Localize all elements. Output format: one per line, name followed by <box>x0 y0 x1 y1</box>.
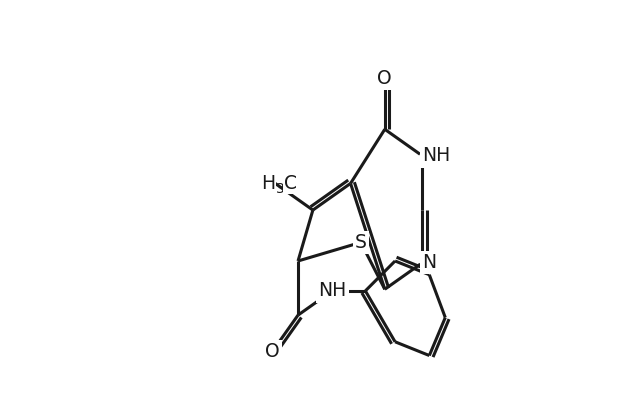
Text: H: H <box>261 174 275 193</box>
Text: NH: NH <box>318 281 346 301</box>
Text: O: O <box>378 69 392 88</box>
Text: NH: NH <box>422 146 451 166</box>
Text: O: O <box>265 342 280 361</box>
Text: N: N <box>422 253 436 272</box>
Text: C: C <box>284 174 297 193</box>
Text: 3: 3 <box>275 182 284 196</box>
Text: S: S <box>355 233 367 252</box>
